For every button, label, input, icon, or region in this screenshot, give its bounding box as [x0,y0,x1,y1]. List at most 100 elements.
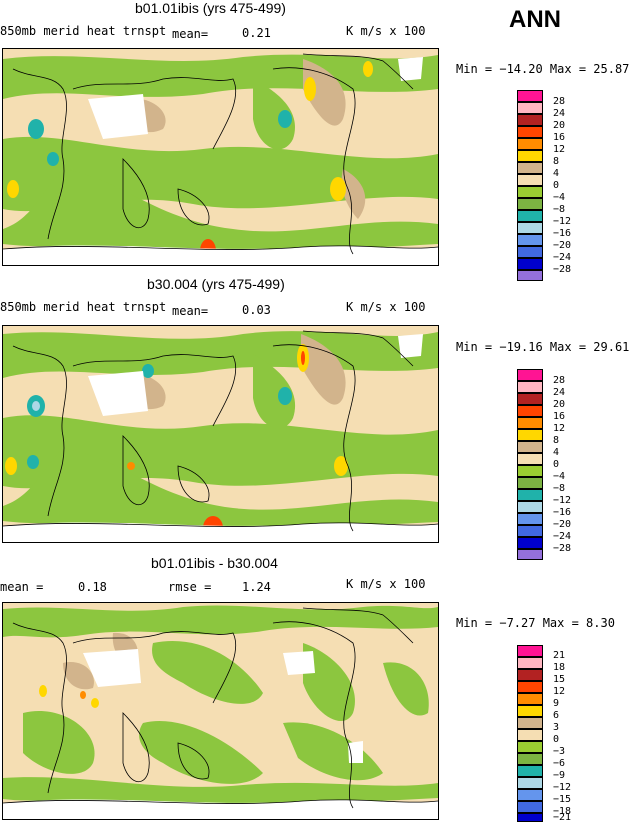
panel-3-colorbar-swatch [517,693,543,705]
panel-1-colorbar-swatch [517,114,543,126]
panel-1-colorbar-swatch [517,186,543,198]
panel-2-colorbar-label: −28 [553,543,572,554]
panel-2-colorbar-swatch [517,513,543,525]
panel-1-colorbar-swatch [517,246,543,258]
panel-3-colorbar-swatch [517,681,543,693]
panel-2-colorbar-swatch [517,501,543,513]
panel-3-colorbar-swatch [517,741,543,753]
panel-3-map [2,602,439,820]
panel-1-colorbar-label: 16 [553,132,566,143]
panel-2-colorbar-swatch [517,393,543,405]
panel-1-minmax: Min = −14.20 Max = 25.87 [456,62,630,76]
panel-3-colorbar-label: −18 [553,806,572,817]
panel-1-colorbar-label: 4 [553,168,560,179]
panel-3-colorbar-label: 0 [553,734,560,745]
panel-1-colorbar-label: −8 [553,204,566,215]
panel-2-colorbar-label: 12 [553,423,566,434]
panel-2-colorbar-swatch [517,417,543,429]
panel-2-colorbar-label: −4 [553,471,566,482]
panel-2-title: b30.004 (yrs 475-499) [147,276,285,292]
panel-1-units: K m/s x 100 [346,24,426,38]
panel-2-colorbar-label: 4 [553,447,560,458]
panel-2-colorbar-swatch [517,453,543,465]
panel-2-colorbar-swatch [517,405,543,417]
panel-1-colorbar-swatch [517,150,543,162]
panel-1-colorbar-swatch [517,174,543,186]
panel-2-minmax: Min = −19.16 Max = 29.61 [456,340,630,354]
panel-3-colorbar-swatch [517,813,543,822]
panel-2-colorbar-swatch [517,429,543,441]
panel-3-colorbar-swatch [517,657,543,669]
panel-2-colorbar-label: 28 [553,375,566,386]
panel-1-colorbar-label: 8 [553,156,560,167]
panel-2-colorbar-label: −20 [553,519,572,530]
panel-2-colorbar-label: 20 [553,399,566,410]
panel-1-colorbar-swatch [517,234,543,246]
panel-3-colorbar-swatch [517,777,543,789]
panel-3-rmse-value: 1.24 [242,580,271,594]
panel-3-colorbar-label: −3 [553,746,566,757]
panel-3-colorbar-label: 9 [553,698,560,709]
panel-1-colorbar-label: 28 [553,96,566,107]
panel-2-colorbar-label: 16 [553,411,566,422]
panel-2-colorbar-swatch [517,477,543,489]
panel-1-colorbar-swatch [517,162,543,174]
panel-3-colorbar-label: −21 [553,812,572,823]
panel-3-colorbar-label: −12 [553,782,572,793]
panel-2-colorbar-label: −24 [553,531,572,542]
panel-3-colorbar-swatch [517,765,543,777]
panel-3-colorbar-label: 6 [553,710,560,721]
panel-3-colorbar-label: 18 [553,662,566,673]
panel-1-mean-value: 0.21 [242,26,271,40]
panel-2-colorbar-swatch [517,381,543,393]
panel-1-colorbar-swatch [517,270,543,281]
panel-1-colorbar-label: −28 [553,264,572,275]
panel-3-title: b01.01ibis - b30.004 [151,555,278,571]
panel-1-colorbar-swatch [517,90,543,102]
panel-1-colorbar-label: −4 [553,192,566,203]
panel-1-mean-label: mean= [172,27,209,41]
panel-2-mean-value: 0.03 [242,303,271,317]
panel-3-colorbar-swatch [517,645,543,657]
panel-2-colorbar-swatch [517,537,543,549]
panel-3-colorbar-swatch [517,789,543,801]
panel-2-units: K m/s x 100 [346,300,426,314]
panel-1-colorbar-swatch [517,258,543,270]
panel-1-colorbar-label: 24 [553,108,566,119]
panel-2-colorbar-label: −16 [553,507,572,518]
panel-1-colorbar-swatch [517,138,543,150]
panel-1-colorbar-swatch [517,102,543,114]
panel-3-colorbar-label: −9 [553,770,566,781]
panel-1-colorbar-label: 12 [553,144,566,155]
panel-2-mean-label: mean= [172,304,209,318]
panel-2-colorbar-swatch [517,489,543,501]
panel-1-colorbar-label: 0 [553,180,560,191]
panel-3-colorbar-label: 3 [553,722,560,733]
panel-3-mean-value: 0.18 [78,580,107,594]
panel-2-colorbar-label: 24 [553,387,566,398]
panel-1-colorbar-swatch [517,198,543,210]
panel-2-colorbar-label: 8 [553,435,560,446]
panel-1-colorbar-swatch [517,222,543,234]
panel-2-colorbar-swatch [517,525,543,537]
panel-2-colorbar-label: 0 [553,459,560,470]
panel-1-colorbar-label: −24 [553,252,572,263]
panel-1-map [2,48,439,266]
panel-3-colorbar-swatch [517,669,543,681]
panel-3-colorbar-swatch [517,705,543,717]
season-label: ANN [509,6,561,33]
panel-2-variable: 850mb merid heat trnspt [0,300,167,314]
panel-3-colorbar-swatch [517,753,543,765]
panel-2-colorbar-swatch [517,549,543,560]
panel-3-rmse-label: rmse = [168,580,212,594]
panel-3-colorbar-label: 21 [553,650,566,661]
panel-1-colorbar-swatch [517,210,543,222]
panel-3-minmax: Min = −7.27 Max = 8.30 [456,616,615,630]
panel-2-map [2,325,439,543]
panel-1-colorbar-label: 20 [553,120,566,131]
panel-2-colorbar-label: −8 [553,483,566,494]
panel-3-colorbar-swatch [517,801,543,813]
panel-1-colorbar-label: −20 [553,240,572,251]
panel-2-colorbar-label: −12 [553,495,572,506]
panel-3-mean-label: mean = [0,580,44,594]
